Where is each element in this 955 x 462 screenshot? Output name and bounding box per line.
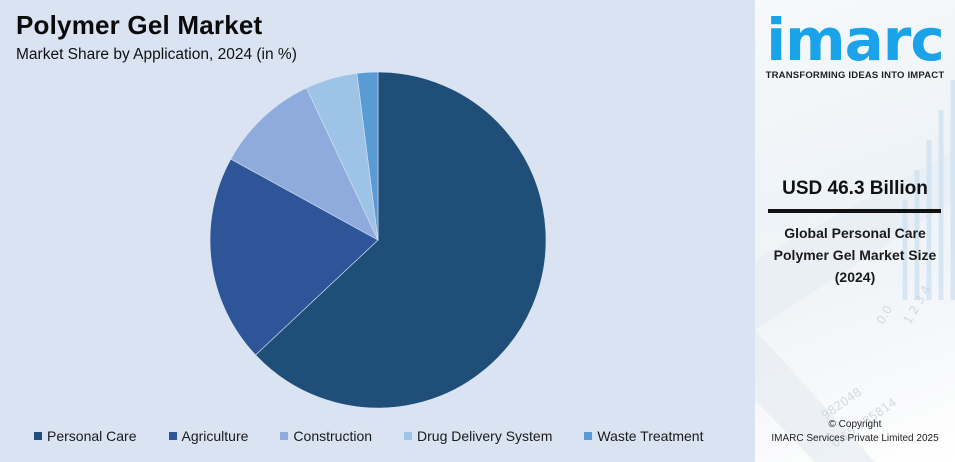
legend-label: Personal Care <box>47 428 137 444</box>
legend-swatch <box>168 432 177 440</box>
divider <box>768 209 941 213</box>
legend: Personal Care Agriculture Construction D… <box>34 428 735 444</box>
legend-label: Construction <box>293 428 373 444</box>
legend-label: Waste Treatment <box>597 428 704 444</box>
chart-panel: Polymer Gel Market Market Share by Appli… <box>0 0 755 462</box>
imarc-logo: imarc TRANSFORMING IDEAS INTO IMPACT <box>763 8 947 81</box>
legend-swatch <box>404 432 413 440</box>
legend-item-personal-care: Personal Care <box>34 428 137 444</box>
background-chart-decoration: 0.0 1 2 3 4 982048 0.15 785814 <box>755 80 955 462</box>
copyright: © Copyright IMARC Services Private Limit… <box>755 418 955 446</box>
description-line-3: (2024) <box>834 269 876 285</box>
copyright-line-2: IMARC Services Private Limited 2025 <box>771 433 939 444</box>
legend-label: Drug Delivery System <box>417 428 553 444</box>
logo-tagline: TRANSFORMING IDEAS INTO IMPACT <box>765 70 945 81</box>
legend-item-agriculture: Agriculture <box>168 428 249 444</box>
svg-text:982048: 982048 <box>819 385 865 423</box>
pie-slice-personal-care <box>255 71 547 409</box>
legend-item-construction: Construction <box>280 428 372 444</box>
pie-slice-construction <box>230 87 379 241</box>
legend-item-waste-treatment: Waste Treatment <box>584 428 703 444</box>
pie-slice-agriculture <box>209 158 379 356</box>
legend-item-drug-delivery-system: Drug Delivery System <box>404 428 552 444</box>
description-line-2: Polymer Gel Market Size <box>773 247 937 263</box>
info-sidebar: 0.0 1 2 3 4 982048 0.15 785814 imarc TRA… <box>755 0 955 462</box>
legend-swatch <box>584 432 593 440</box>
market-size-value: USD 46.3 Billion <box>782 178 928 199</box>
description-line-1: Global Personal Care <box>784 225 926 241</box>
pie-chart <box>209 71 547 409</box>
copyright-line-1: © Copyright <box>828 419 882 430</box>
market-size-description: Global Personal Care Polymer Gel Market … <box>755 222 955 288</box>
chart-title: Polymer Gel Market <box>16 10 263 40</box>
logo-wordmark: imarc <box>766 6 944 74</box>
legend-label: Agriculture <box>181 428 249 444</box>
pie-slice-waste-treatment <box>356 71 379 241</box>
legend-swatch <box>280 432 289 440</box>
svg-text:0.0: 0.0 <box>873 303 895 327</box>
chart-subtitle: Market Share by Application, 2024 (in %) <box>16 46 297 63</box>
legend-swatch <box>34 432 42 440</box>
